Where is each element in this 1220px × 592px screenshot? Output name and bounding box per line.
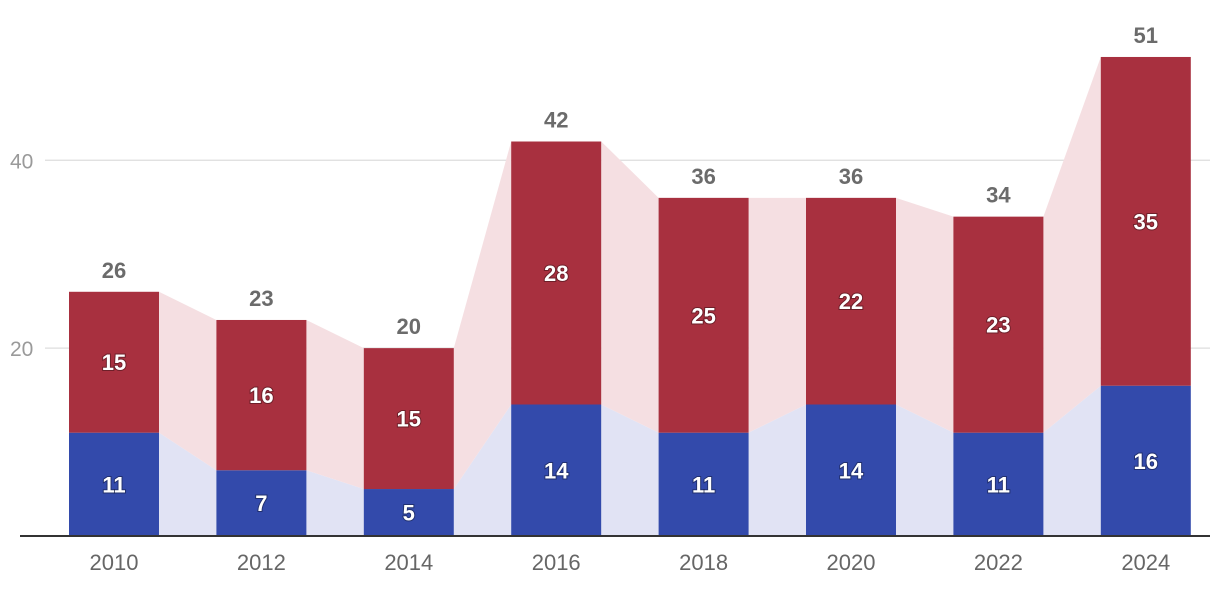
band-series1-1 [306, 470, 364, 536]
bar-series2-2014 [363, 348, 454, 490]
bar-series1-2020 [806, 404, 896, 536]
data-label-series1-2014: 5 [403, 501, 415, 526]
total-label-2022: 34 [986, 183, 1011, 208]
bar-series1-2018 [658, 432, 749, 536]
band-series1-5 [896, 404, 954, 536]
axes: 2010 2012 2014 2016 2018 2020 2022 2024 [20, 535, 1210, 575]
data-label-series1-2020: 14 [839, 458, 864, 483]
band-series2-4 [748, 197, 806, 433]
x-tick-label-2018: 2018 [679, 550, 728, 575]
band-series1-0 [159, 432, 217, 536]
bar-series2-2010 [69, 291, 159, 433]
x-tick-label-2022: 2022 [974, 550, 1023, 575]
total-label-2012: 23 [249, 286, 273, 311]
data-label-series2-2024: 35 [1134, 209, 1158, 234]
data-label-series1-2012: 7 [255, 491, 267, 516]
data-label-series1-2018: 11 [692, 472, 715, 497]
bars [69, 56, 1191, 536]
band-series2-6 [1043, 56, 1101, 433]
data-label-series2-2022: 23 [986, 313, 1010, 338]
data-label-series1-2024: 16 [1134, 449, 1158, 474]
band-series1-3 [601, 404, 659, 536]
band-series2-3 [601, 141, 659, 433]
data-label-series2-2012: 16 [249, 383, 273, 408]
bar-series2-2022 [953, 216, 1044, 433]
x-tick-label-2024: 2024 [1121, 550, 1170, 575]
bar-series2-2024 [1100, 56, 1191, 386]
band-series1-4 [748, 404, 806, 536]
bar-series1-2016 [511, 404, 602, 536]
data-label-series2-2016: 28 [544, 261, 568, 286]
bar-series1-2010 [69, 432, 159, 536]
total-label-2014: 20 [397, 314, 421, 339]
total-label-2020: 36 [839, 164, 863, 189]
bar-series1-2014 [363, 489, 454, 536]
data-label-series1-2022: 11 [987, 472, 1010, 497]
total-label-2024: 51 [1134, 23, 1158, 48]
band-series2-1 [306, 319, 364, 490]
data-label-series2-2014: 15 [397, 407, 421, 432]
data-label-series2-2020: 22 [839, 289, 863, 314]
labels: 1115267162351520142842112536142236112334… [101, 23, 1159, 527]
data-label-series1-2016: 14 [544, 458, 569, 483]
band-series1-6 [1043, 385, 1101, 536]
bar-series1-2022 [953, 432, 1044, 536]
bar-series2-2016 [511, 141, 602, 405]
band-series2-2 [453, 141, 512, 490]
total-label-2016: 42 [544, 108, 568, 133]
data-label-series2-2010: 15 [102, 350, 126, 375]
bar-series2-2020 [806, 197, 896, 405]
x-tick-label-2012: 2012 [237, 550, 286, 575]
connector-bands [159, 56, 1101, 536]
band-series2-5 [896, 197, 954, 433]
band-series1-2 [453, 404, 512, 536]
x-tick-label-2020: 2020 [827, 550, 876, 575]
y-tick-label-40: 40 [10, 150, 33, 173]
data-label-series1-2010: 11 [102, 472, 125, 497]
bar-series2-2018 [658, 197, 749, 433]
bar-series1-2024 [1100, 385, 1191, 536]
total-label-2018: 36 [691, 164, 715, 189]
total-label-2010: 26 [102, 258, 126, 283]
band-series2-0 [159, 291, 217, 471]
x-tick-label-2014: 2014 [384, 550, 433, 575]
data-label-series2-2018: 25 [691, 303, 715, 328]
x-tick-label-2010: 2010 [90, 550, 139, 575]
bar-series2-2012 [216, 319, 307, 471]
bar-series1-2012 [216, 470, 307, 536]
y-tick-label-20: 20 [10, 338, 33, 361]
x-tick-label-2016: 2016 [532, 550, 581, 575]
